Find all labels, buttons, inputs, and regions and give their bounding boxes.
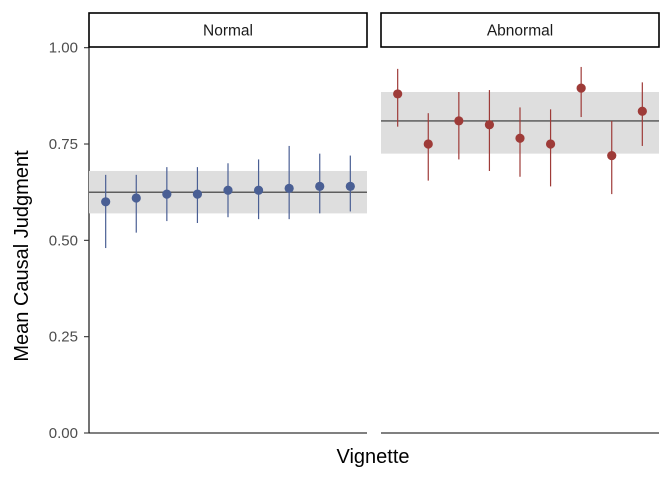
data-point — [192, 189, 203, 199]
data-point — [345, 181, 355, 191]
y-tick-label: 0.50 — [49, 232, 78, 249]
data-point — [223, 185, 233, 195]
data-point — [454, 116, 464, 126]
y-tick-label: 1.00 — [49, 40, 78, 57]
data-point — [162, 189, 172, 199]
panel-abnormal: Abnormal — [380, 12, 660, 434]
facet-strip — [88, 12, 368, 48]
data-point — [131, 193, 141, 203]
data-point — [284, 183, 294, 193]
data-point — [545, 139, 556, 149]
facet-strip — [380, 12, 660, 48]
data-point — [393, 89, 403, 99]
data-point — [484, 120, 495, 130]
data-point — [315, 181, 325, 191]
y-axis-title: Mean Causal Judgment — [11, 150, 33, 362]
facet-panels: Normal Abnormal — [88, 12, 660, 434]
y-tick-label: 0.25 — [49, 329, 78, 346]
data-point — [253, 185, 264, 195]
data-point — [515, 133, 525, 143]
y-tick-label: 0.00 — [49, 425, 78, 442]
data-point — [423, 139, 433, 149]
data-point — [607, 150, 617, 161]
facet-strip-label: Abnormal — [487, 23, 553, 40]
data-point — [101, 197, 111, 207]
panel-normal: Normal — [88, 12, 368, 434]
y-axis: 0.00 0.25 0.50 0.75 1.00 — [49, 40, 90, 442]
data-point — [576, 83, 586, 93]
data-point — [637, 106, 647, 116]
x-axis-title: Vignette — [336, 446, 409, 468]
facet-strip-label: Normal — [203, 23, 253, 40]
y-tick-label: 0.75 — [49, 136, 78, 153]
